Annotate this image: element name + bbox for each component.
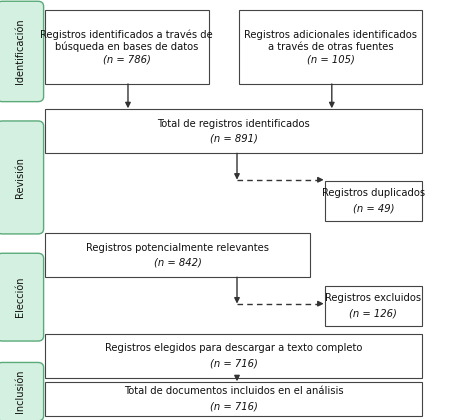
FancyBboxPatch shape [45, 10, 209, 84]
Text: a través de otras fuentes: a través de otras fuentes [268, 42, 393, 52]
FancyBboxPatch shape [45, 233, 310, 277]
Text: (n = 786): (n = 786) [103, 55, 151, 65]
Text: (n = 126): (n = 126) [349, 308, 397, 318]
Text: (n = 716): (n = 716) [210, 359, 257, 368]
Text: Registros excluidos: Registros excluidos [325, 293, 421, 303]
Text: (n = 105): (n = 105) [307, 55, 355, 65]
Text: Registros elegidos para descargar a texto completo: Registros elegidos para descargar a text… [105, 344, 362, 353]
Text: (n = 716): (n = 716) [210, 402, 257, 412]
Text: Total de registros identificados: Total de registros identificados [157, 119, 310, 129]
Text: Registros identificados a través de: Registros identificados a través de [40, 29, 213, 40]
Text: búsqueda en bases de datos: búsqueda en bases de datos [55, 42, 199, 52]
FancyBboxPatch shape [45, 334, 422, 378]
Text: Identificación: Identificación [15, 18, 25, 84]
FancyBboxPatch shape [45, 109, 422, 153]
FancyBboxPatch shape [239, 10, 422, 84]
FancyBboxPatch shape [0, 362, 44, 420]
FancyBboxPatch shape [325, 286, 422, 326]
Text: Registros adicionales identificados: Registros adicionales identificados [244, 30, 417, 39]
FancyBboxPatch shape [45, 382, 422, 416]
FancyBboxPatch shape [0, 253, 44, 341]
Text: (n = 891): (n = 891) [210, 134, 257, 144]
Text: Total de documentos incluidos en el análisis: Total de documentos incluidos en el anál… [124, 386, 343, 396]
Text: Elección: Elección [15, 277, 25, 318]
Text: (n = 842): (n = 842) [154, 258, 202, 268]
Text: Inclusión: Inclusión [15, 370, 25, 413]
FancyBboxPatch shape [0, 121, 44, 234]
FancyBboxPatch shape [0, 1, 44, 102]
FancyBboxPatch shape [325, 181, 422, 220]
Text: Registros duplicados: Registros duplicados [322, 188, 425, 198]
Text: (n = 49): (n = 49) [353, 203, 394, 213]
Text: Revisión: Revisión [15, 157, 25, 198]
Text: Registros potencialmente relevantes: Registros potencialmente relevantes [86, 243, 269, 252]
